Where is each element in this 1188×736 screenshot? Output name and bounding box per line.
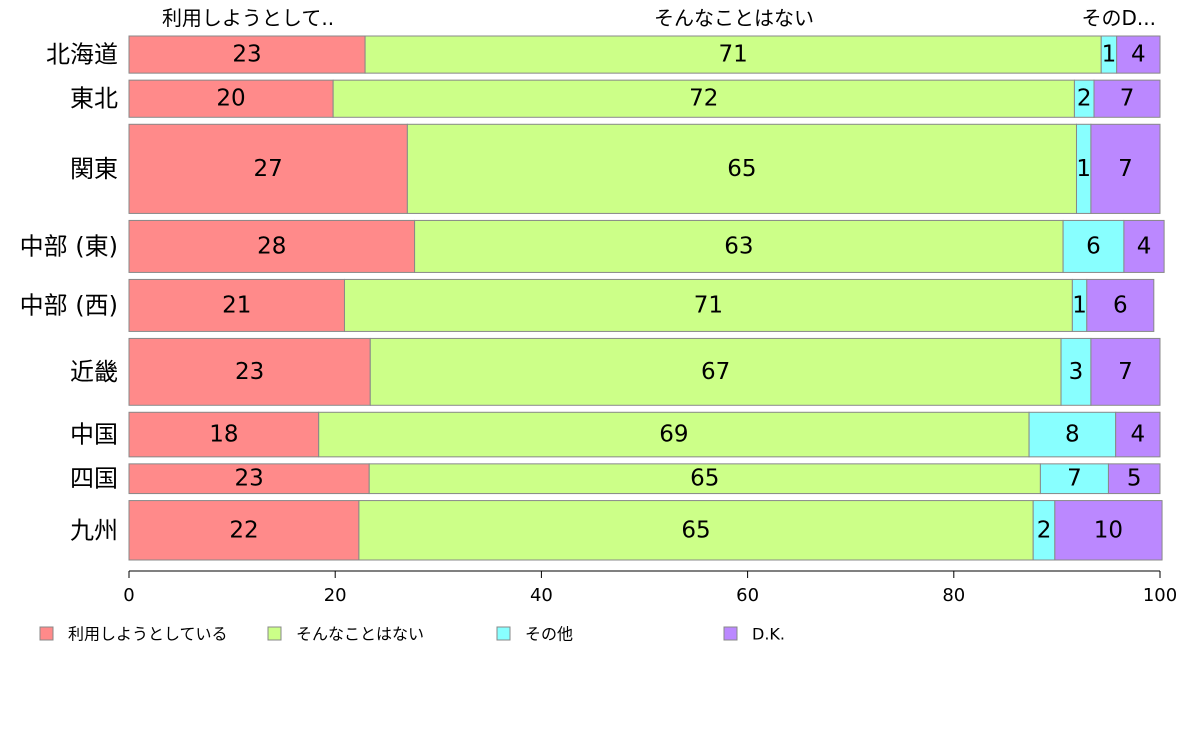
legend-label: その他: [525, 625, 573, 644]
data-label: 23: [234, 466, 263, 492]
legend-swatch: [723, 626, 738, 641]
bar-segment: [368, 463, 1041, 495]
category-label: 中国: [70, 421, 118, 449]
column-header-label: そんなことはない: [654, 6, 814, 30]
legend-label: そんなことはない: [296, 625, 424, 644]
column-header-label: そのD...: [1082, 6, 1156, 30]
bar-segment: [406, 123, 1077, 214]
category-label: 北海道: [46, 41, 118, 69]
data-label: 69: [659, 422, 688, 448]
bar-segment: [1054, 500, 1163, 561]
category-label: 中部 (東): [20, 232, 118, 260]
data-label: 1: [1072, 292, 1087, 318]
data-label: 3: [1069, 359, 1084, 385]
data-label: 1: [1102, 42, 1117, 68]
data-label: 67: [701, 359, 730, 385]
legend-label: D.K.: [752, 625, 785, 644]
data-label: 10: [1094, 517, 1123, 543]
data-label: 6: [1086, 233, 1101, 259]
bar-segment: [128, 500, 360, 561]
data-label: 1: [1076, 156, 1091, 182]
data-label: 65: [681, 517, 710, 543]
data-label: 7: [1118, 156, 1133, 182]
data-label: 6: [1113, 292, 1128, 318]
bar-segment: [1090, 337, 1161, 406]
category-label: 近畿: [70, 358, 118, 386]
bar-segment: [128, 35, 366, 74]
data-label: 8: [1065, 422, 1080, 448]
data-label: 7: [1118, 359, 1133, 385]
data-label: 21: [222, 292, 251, 318]
bar-segment: [128, 123, 408, 214]
category-label: 九州: [70, 516, 118, 544]
bar-segment: [1086, 278, 1155, 332]
bar-segment: [1115, 411, 1161, 458]
legend-label: 利用しようとしている: [68, 625, 228, 644]
legend-swatch: [496, 626, 511, 641]
x-tick-label: 100: [1143, 585, 1177, 606]
bar-segment: [318, 411, 1030, 458]
x-tick-label: 20: [324, 585, 347, 606]
data-label: 27: [254, 156, 283, 182]
x-tick-label: 80: [942, 585, 965, 606]
bar-segment: [1039, 463, 1109, 495]
x-tick-label: 0: [123, 585, 134, 606]
x-tick-label: 40: [530, 585, 553, 606]
bar-segment: [1123, 219, 1165, 273]
bar-segment: [128, 219, 416, 273]
bar-segment: [1107, 463, 1161, 495]
bar-segment: [128, 278, 345, 332]
bar-segment: [1093, 79, 1161, 118]
bar-segment: [1116, 35, 1161, 74]
category-label: 中部 (西): [20, 291, 118, 319]
data-label: 4: [1131, 422, 1146, 448]
bar-segment: [128, 411, 320, 458]
bar-segment: [414, 219, 1064, 273]
bar-segment: [128, 337, 371, 406]
bar-segment: [364, 35, 1102, 74]
column-header-label: 利用しようとして..: [162, 6, 334, 30]
data-label: 4: [1131, 42, 1146, 68]
data-label: 18: [209, 422, 238, 448]
data-label: 7: [1067, 466, 1082, 492]
bar-segment: [1090, 123, 1161, 214]
bar-segment: [128, 79, 334, 118]
category-label: 関東: [70, 155, 118, 183]
data-label: 28: [257, 233, 286, 259]
data-label: 7: [1120, 86, 1135, 112]
data-label: 71: [719, 42, 748, 68]
data-label: 5: [1127, 466, 1142, 492]
data-label: 20: [216, 86, 245, 112]
data-label: 2: [1037, 517, 1052, 543]
data-label: 65: [727, 156, 756, 182]
bar-segment: [343, 278, 1073, 332]
data-label: 65: [690, 466, 719, 492]
bar-segment: [369, 337, 1062, 406]
category-label: 四国: [70, 465, 118, 493]
data-label: 63: [724, 233, 753, 259]
data-label: 23: [232, 42, 261, 68]
legend-swatch: [267, 626, 282, 641]
bar-segment: [358, 500, 1034, 561]
data-label: 2: [1077, 86, 1092, 112]
bar-segment: [332, 79, 1075, 118]
category-label: 東北: [70, 85, 118, 113]
data-label: 22: [229, 517, 258, 543]
data-label: 23: [235, 359, 264, 385]
data-label: 71: [694, 292, 723, 318]
legend-swatch: [39, 626, 54, 641]
x-tick-label: 60: [736, 585, 759, 606]
data-label: 72: [689, 86, 718, 112]
data-label: 4: [1137, 233, 1152, 259]
